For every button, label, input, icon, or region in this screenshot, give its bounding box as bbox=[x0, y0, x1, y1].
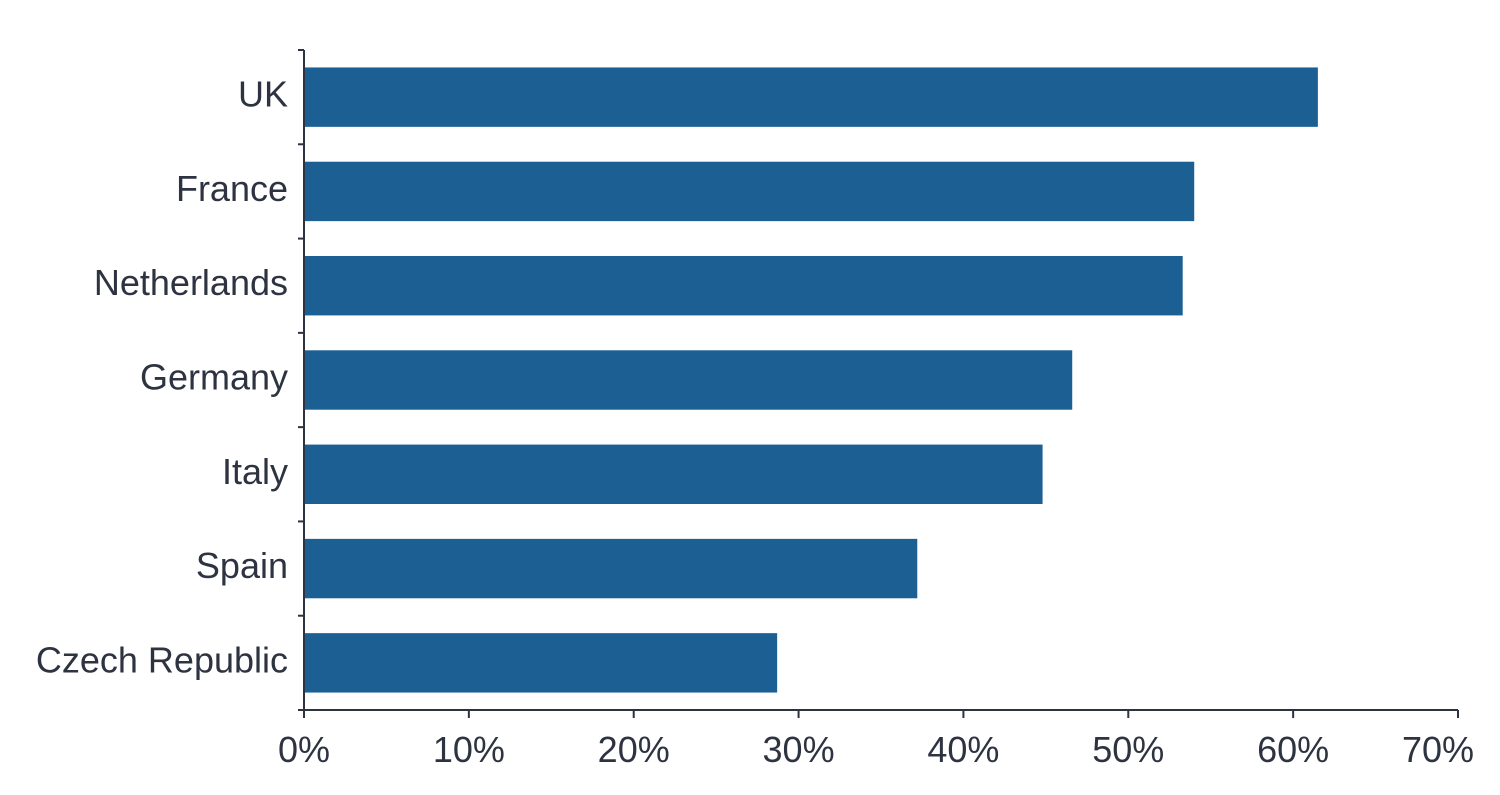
bar-netherlands bbox=[305, 256, 1183, 316]
x-tick-label: 70% bbox=[1402, 729, 1474, 770]
x-tick-label: 50% bbox=[1092, 729, 1164, 770]
x-tick-label: 40% bbox=[927, 729, 999, 770]
x-tick-label: 10% bbox=[433, 729, 505, 770]
bar-uk bbox=[305, 67, 1318, 127]
bar-france bbox=[305, 161, 1195, 222]
bar-czech-republic bbox=[305, 633, 778, 693]
category-labels: UK France Netherlands Germany Italy Spain Czec… bbox=[36, 74, 288, 681]
x-axis: 0% 10% 20% 30% 40% 50% 60% 70% bbox=[278, 709, 1474, 770]
category-label-france: France bbox=[176, 168, 288, 209]
x-tick-label: 0% bbox=[278, 729, 330, 770]
x-tick-label: 30% bbox=[763, 729, 835, 770]
bar-spain bbox=[305, 538, 918, 599]
bar-italy bbox=[305, 444, 1043, 504]
category-label-netherlands: Netherlands bbox=[94, 262, 288, 303]
bar-germany bbox=[305, 350, 1073, 410]
y-axis bbox=[298, 49, 305, 711]
category-label-uk: UK bbox=[238, 74, 288, 115]
category-label-czech-republic: Czech Republic bbox=[36, 639, 288, 680]
category-label-spain: Spain bbox=[196, 545, 288, 586]
category-label-germany: Germany bbox=[140, 357, 288, 398]
bars-group bbox=[305, 67, 1318, 693]
x-tick-label: 20% bbox=[598, 729, 670, 770]
x-tick-label: 60% bbox=[1257, 729, 1329, 770]
category-label-italy: Italy bbox=[222, 451, 288, 492]
